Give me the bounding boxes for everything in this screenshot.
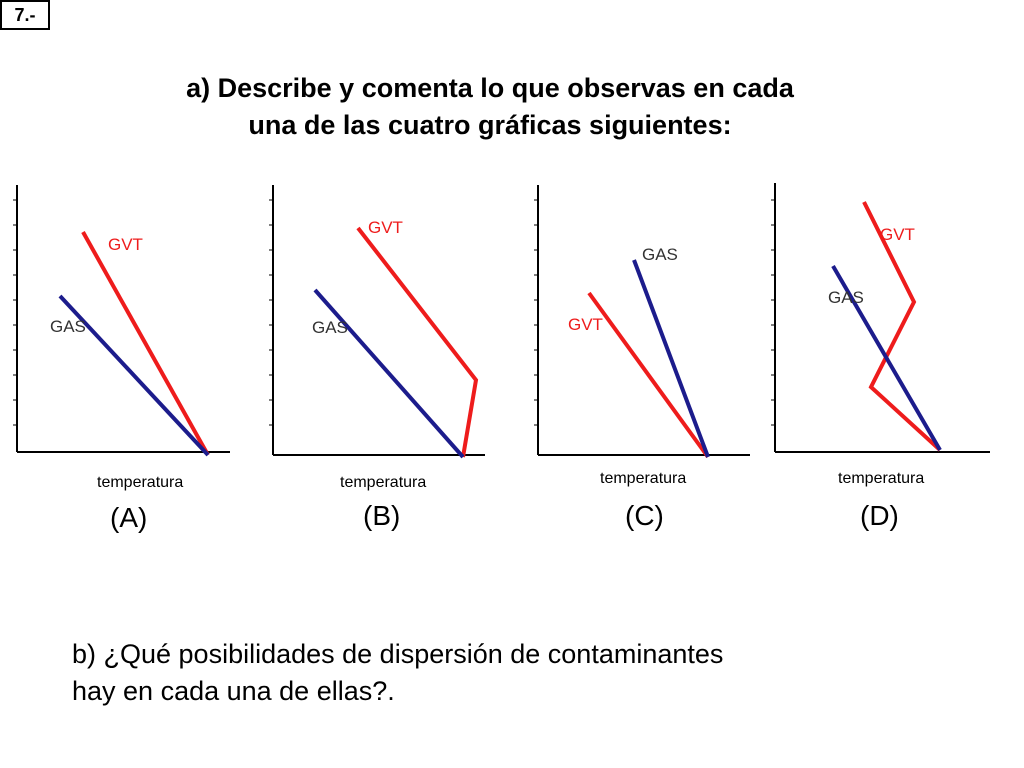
graph-b-caption: (B) (363, 500, 400, 531)
graph-d: GVT GAS temperatura (D) (771, 183, 990, 531)
graph-a-xlabel: temperatura (97, 474, 183, 491)
graphs-panel: GVT GAS temperatura (A) GVT GAS temperat… (13, 183, 990, 533)
graph-c-xlabel: temperatura (600, 470, 686, 487)
graph-c-gvt-label: GVT (568, 315, 603, 334)
graph-d-caption: (D) (860, 500, 899, 531)
slide-number-badge: 7.- (0, 0, 50, 30)
graph-d-y-ticks (771, 199, 775, 426)
graph-a-gas-line (58, 294, 210, 457)
graph-a-gvt-label: GVT (108, 235, 143, 254)
graph-c-y-ticks (534, 199, 538, 426)
question-b-line-2: hay en cada una de ellas?. (72, 676, 395, 706)
graph-c-gas-label: GAS (642, 245, 678, 264)
graph-a-gas-label: GAS (50, 317, 86, 336)
graph-d-gvt-line (862, 201, 942, 452)
graph-a-caption: (A) (110, 502, 147, 533)
graph-b-xlabel: temperatura (340, 474, 426, 491)
graph-c-caption: (C) (625, 500, 664, 531)
question-a: a) Describe y comenta lo que observas en… (60, 70, 920, 144)
question-b-line-1: b) ¿Qué posibilidades de dispersión de c… (72, 639, 724, 669)
question-b: b) ¿Qué posibilidades de dispersión de c… (72, 636, 972, 710)
graph-d-gas-label: GAS (828, 288, 864, 307)
question-a-line-1: a) Describe y comenta lo que observas en… (186, 73, 794, 103)
graph-b-y-ticks (269, 199, 273, 426)
graph-b-gas-line (313, 288, 465, 459)
graph-b: GVT GAS temperatura (B) (269, 185, 485, 531)
graph-d-gvt-label: GVT (880, 225, 915, 244)
graph-d-xlabel: temperatura (838, 470, 924, 487)
question-a-line-2: una de las cuatro gráficas siguientes: (248, 110, 732, 140)
graph-c-gas-line (632, 259, 710, 458)
graph-d-gas-line (831, 264, 942, 452)
graph-b-gvt-line (356, 226, 479, 458)
graph-a-gvt-line (81, 231, 210, 456)
graph-a: GVT GAS temperatura (A) (13, 185, 230, 533)
graph-b-gvt-label: GVT (368, 218, 403, 237)
graph-c: GVT GAS temperatura (C) (534, 185, 750, 531)
graph-a-y-ticks (13, 199, 17, 426)
graph-c-gvt-line (587, 291, 710, 459)
graph-b-gas-label: GAS (312, 318, 348, 337)
